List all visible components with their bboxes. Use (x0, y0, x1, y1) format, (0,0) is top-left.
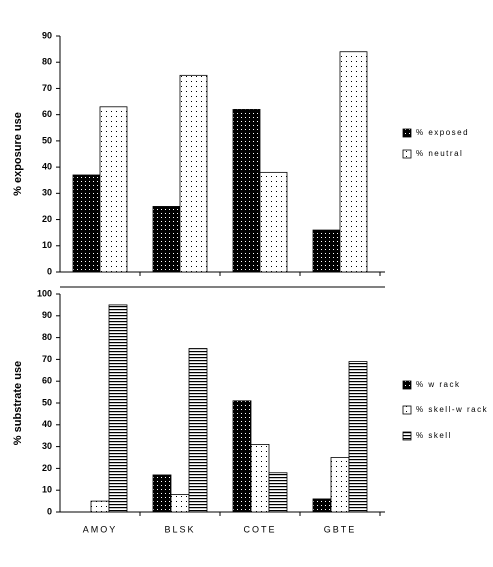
bar (259, 171, 288, 273)
y-tick-label: 20 (42, 463, 52, 473)
y-tick-label: 80 (42, 57, 52, 67)
bar (312, 229, 341, 273)
bar (250, 444, 270, 513)
y-tick-label: 60 (42, 376, 52, 386)
bar (330, 457, 350, 513)
y-tick-label: 90 (42, 30, 52, 40)
bar (268, 472, 288, 513)
y-tick-label: 40 (42, 419, 52, 429)
bar (348, 361, 368, 513)
bar (179, 74, 208, 273)
legend-swatch (402, 380, 412, 390)
y-tick-label: 100 (37, 288, 52, 298)
y-tick-label: 80 (42, 332, 52, 342)
bar (108, 304, 128, 513)
y-tick-label: 30 (42, 441, 52, 451)
y-tick-label: 40 (42, 161, 52, 171)
legend-swatch (402, 149, 412, 159)
bar (170, 494, 190, 513)
x-tick-label: GBTE (324, 524, 357, 534)
legend-label: % skell (416, 431, 452, 440)
legend-swatch (402, 431, 412, 441)
bar (152, 206, 181, 273)
y-tick-label: 0 (47, 266, 52, 276)
y-tick-label: 60 (42, 109, 52, 119)
legend-label: % neutral (416, 149, 463, 158)
bar (90, 500, 110, 513)
y-tick-label: 20 (42, 214, 52, 224)
x-tick-label: BLSK (164, 524, 195, 534)
legend-label: % exposed (416, 128, 469, 137)
bar (232, 109, 261, 273)
bar (99, 106, 128, 273)
y-axis-label: % substrate use (12, 361, 24, 445)
bar (152, 474, 172, 513)
legend-label: % skell-w rack (416, 405, 488, 414)
legend-swatch (402, 405, 412, 415)
y-tick-label: 30 (42, 188, 52, 198)
y-tick-label: 70 (42, 354, 52, 364)
y-axis-label: % exposure use (12, 112, 24, 196)
y-tick-label: 70 (42, 83, 52, 93)
y-tick-label: 50 (42, 135, 52, 145)
y-tick-label: 90 (42, 310, 52, 320)
x-tick-label: COTE (243, 524, 276, 534)
bar (188, 348, 208, 513)
y-tick-label: 10 (42, 485, 52, 495)
bar (339, 51, 368, 273)
bar (312, 498, 332, 513)
y-tick-label: 0 (47, 506, 52, 516)
y-tick-label: 10 (42, 240, 52, 250)
legend-label: % w rack (416, 380, 460, 389)
bar (232, 400, 252, 513)
x-tick-label: AMOY (83, 524, 118, 534)
y-tick-label: 50 (42, 397, 52, 407)
legend-swatch (402, 128, 412, 138)
bar (72, 174, 101, 273)
